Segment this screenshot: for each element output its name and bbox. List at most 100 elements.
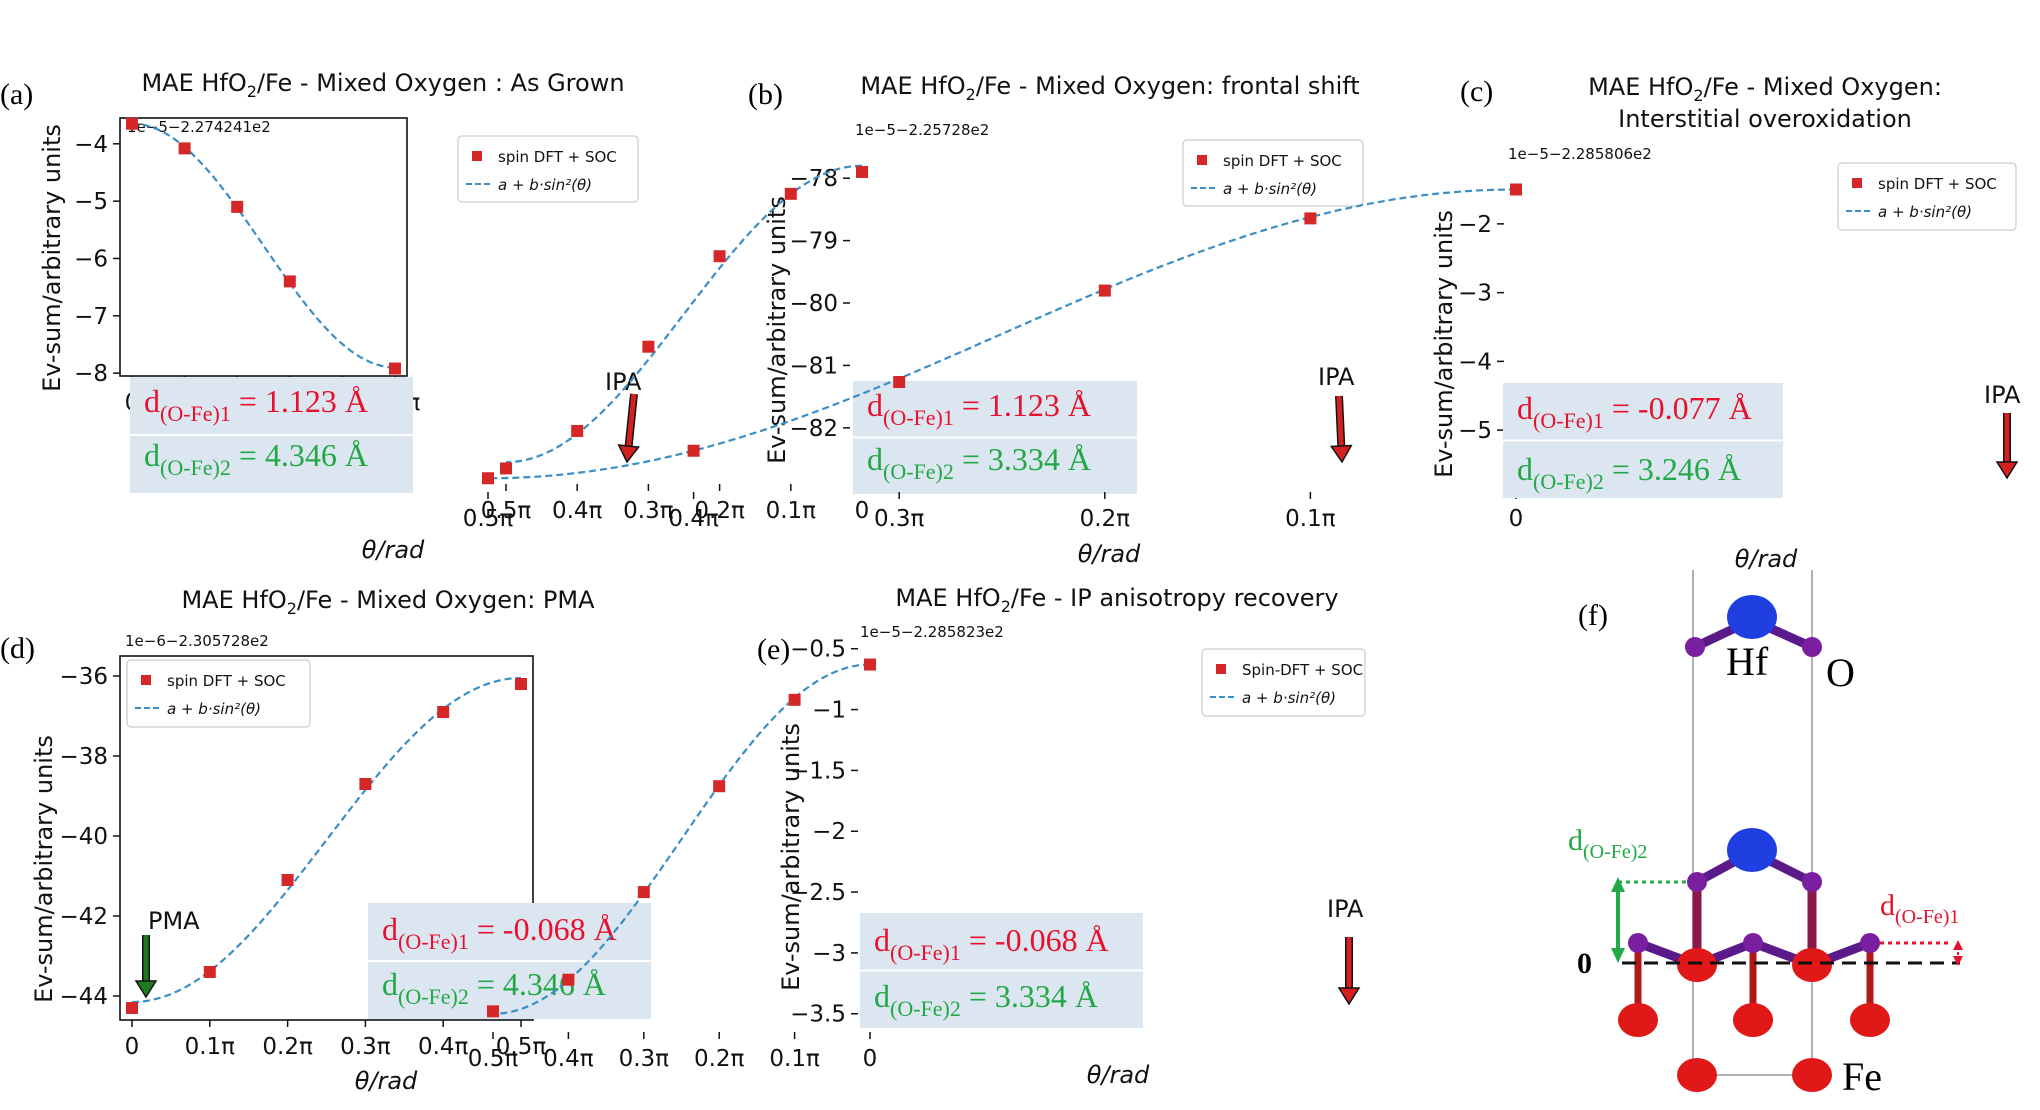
chart-title-part: /Fe - Mixed Oxygen : As Grown	[257, 69, 625, 97]
legend-label: spin DFT + SOC	[1878, 175, 1997, 193]
legend-label: a + b·sin²(θ)	[167, 700, 261, 718]
panel-label: (c)	[1460, 75, 1493, 108]
y-tick-label: −40	[59, 824, 108, 850]
hf-label: Hf	[1726, 639, 1769, 684]
data-point	[571, 424, 584, 437]
x-tick-label: 0	[125, 1034, 140, 1060]
x-tick-label: 0.3π	[340, 1034, 391, 1060]
legend-box	[1182, 139, 1364, 207]
x-tick-label: 0.3π	[619, 1046, 670, 1072]
d1-symbol: d	[382, 911, 398, 947]
y-tick-label: −79	[789, 229, 838, 255]
d1-label: d(O-Fe)1 = -0.068 Å	[874, 922, 1109, 965]
x-tick-label: 0.2π	[1080, 506, 1131, 532]
chart-panel-5: (e) MAE HfO2/Fe - IP anisotropy recovery 1…	[468, 584, 1366, 1089]
y-axis-label: Ev-sum/arbitrary units	[1430, 210, 1458, 478]
d1-arrow-head	[1953, 940, 1963, 950]
y-tick-label: −8	[74, 361, 108, 387]
d2-subscript: (O-Fe)2	[160, 455, 231, 480]
x-tick-label: 0.3π	[874, 506, 925, 532]
x-axis-label: θ/rad	[1735, 545, 1798, 573]
legend-marker	[1197, 155, 1207, 165]
chart-title-part: /Fe - Mixed Oxygen: frontal shift	[976, 72, 1360, 100]
d1-structure-label: d(O-Fe)1	[1880, 889, 1959, 928]
y-tick-label: −4	[74, 132, 108, 158]
data-point	[482, 472, 494, 485]
data-point	[231, 200, 244, 213]
d2-arrow-head	[1611, 948, 1625, 963]
annotation-label: IPA	[605, 368, 642, 396]
fe-atom	[1792, 1058, 1832, 1092]
d2-label: d(O-Fe)2 = 3.246 Å	[1517, 451, 1741, 494]
data-point	[389, 362, 401, 375]
data-point	[788, 693, 801, 706]
panel-label: (b)	[748, 78, 783, 111]
d1-value: = -0.068 Å	[961, 922, 1109, 958]
x-tick-label: 0.4π	[543, 1046, 594, 1072]
legend-box	[1837, 162, 2017, 231]
d1-subscript: (O-Fe)1	[398, 929, 469, 954]
chart-title-subscript: 2	[1001, 597, 1011, 616]
axes-frame	[119, 117, 408, 377]
data-point	[713, 780, 726, 793]
y-tick-label: −4	[1458, 349, 1492, 375]
o-atom	[1802, 637, 1822, 657]
y-axis-label: Ev-sum/arbitrary units	[30, 735, 58, 1003]
legend-box	[1201, 648, 1366, 717]
annotation-arrow	[1336, 395, 1344, 447]
y-tick-label: −3	[1458, 281, 1492, 307]
data-point	[126, 1002, 138, 1014]
data-point	[1304, 212, 1317, 225]
d2-symbol: d	[1517, 451, 1533, 487]
y-tick-label: −1.5	[790, 758, 846, 784]
data-point	[283, 275, 296, 288]
data-point	[1098, 284, 1111, 297]
data-point	[637, 886, 650, 899]
d1-label: d(O-Fe)1 = -0.068 Å	[382, 911, 617, 954]
d1-value: = 1.123 Å	[231, 383, 368, 419]
x-axis-label: θ/rad	[1087, 1061, 1150, 1089]
d2-subscript: (O-Fe)2	[1533, 469, 1604, 494]
legend-label: spin DFT + SOC	[498, 148, 617, 166]
d2-label: d(O-Fe)2 = 4.346 Å	[144, 437, 368, 480]
d2-subscript: (O-Fe)2	[890, 996, 961, 1021]
y-tick-label: −42	[59, 904, 108, 930]
data-point	[687, 444, 700, 457]
y-tick-label: −2.5	[790, 880, 846, 906]
annotation-label: IPA	[1318, 363, 1355, 391]
data-point	[487, 1005, 499, 1018]
x-tick-label: 0.3π	[623, 498, 674, 524]
d1-value: = 1.123 Å	[954, 387, 1091, 423]
x-tick-label: 0.2π	[262, 1034, 313, 1060]
x-tick-label: 0.5π	[481, 498, 532, 524]
o-atom	[1743, 933, 1763, 953]
annotation-arrow-head	[134, 980, 158, 999]
axis-offset-label: 1e−5−2.274241e2	[127, 118, 271, 136]
x-tick-label: 0.5π	[496, 1034, 547, 1060]
chart-title-subscript: 2	[1693, 86, 1703, 105]
y-tick-label: −38	[59, 744, 108, 770]
d2-symbol: d	[874, 978, 890, 1014]
x-tick-label: 0.1π	[185, 1034, 236, 1060]
d2-label: d(O-Fe)2 = 3.334 Å	[874, 978, 1098, 1021]
data-point	[437, 706, 450, 718]
data-point	[562, 973, 575, 986]
annotation-arrow-head	[1329, 444, 1353, 464]
chart-panel-2: (b) MAE HfO2/Fe - Mixed Oxygen: frontal s…	[481, 72, 1364, 568]
legend-box	[126, 659, 311, 728]
d2-value: = 3.246 Å	[1604, 451, 1741, 487]
fe-atom	[1677, 948, 1717, 982]
data-point	[713, 250, 726, 263]
legend-label: spin DFT + SOC	[167, 672, 286, 690]
axis-offset-label: 1e−5−2.25728e2	[855, 121, 989, 139]
y-tick-label: −81	[789, 353, 838, 379]
x-axis-label: θ/rad	[355, 1067, 418, 1095]
d1-label: d(O-Fe)1 = 1.123 Å	[867, 387, 1091, 430]
x-tick-label: 0	[1509, 506, 1524, 532]
chart-panel-3: (c) MAE HfO2/Fe - Mixed Oxygen:Interstiti…	[463, 73, 2021, 573]
legend-label: spin DFT + SOC	[1223, 152, 1342, 170]
d2-arrow-head	[1611, 877, 1625, 892]
fe-label: Fe	[1842, 1054, 1882, 1099]
o-atom	[1628, 933, 1648, 953]
